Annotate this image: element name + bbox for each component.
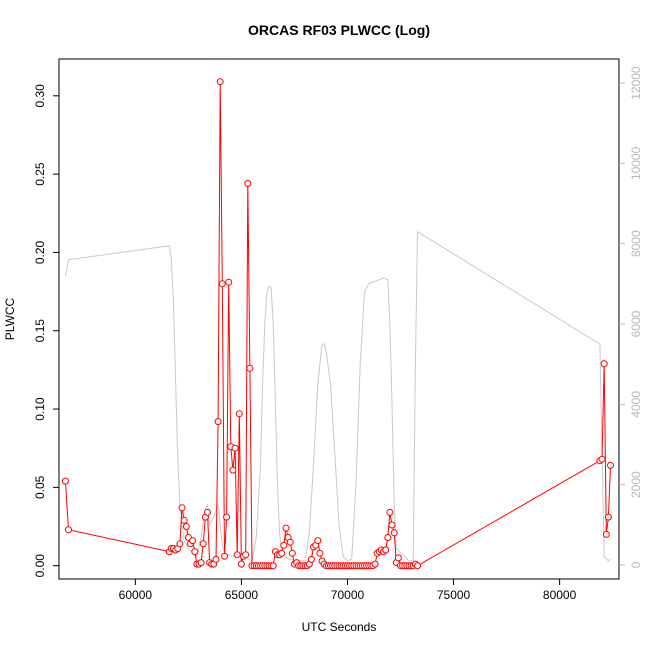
series-line-segment [68,529,170,553]
data-point [307,555,315,563]
x-tick-label: 75000 [437,588,471,602]
data-point [180,516,188,524]
data-point [388,521,396,529]
data-point [371,560,379,568]
series-line-segment [599,363,611,535]
data-point [382,546,390,554]
secondary-series-line [64,230,611,562]
data-point [604,513,612,521]
data-point [602,530,610,538]
y2-tick-label: 2000 [629,471,643,498]
y2-axis: 0 2000 4000 6000 8000 10000 12000 [619,66,643,568]
chart-title: ORCAS RF03 PLWCC (Log) [248,22,430,38]
data-point [282,524,290,532]
data-point [204,508,211,516]
series-line-segment [168,81,418,567]
y-tick-label: 0.15 [33,319,47,343]
y-axis: 0.00 0.05 0.10 0.15 0.20 0.25 0.30 [33,84,59,578]
data-point [278,549,286,557]
data-point [280,541,288,549]
plwcc-series [61,78,614,570]
x-tick-label: 60000 [119,588,153,602]
data-point [231,444,239,452]
x-tick-label: 80000 [543,588,577,602]
data-point [598,455,606,463]
y-tick-label: 0.25 [33,162,47,186]
data-point [235,410,243,418]
series-line-segment [417,460,601,567]
data-point [212,555,220,563]
data-point [233,551,241,559]
x-axis-label: UTC Seconds [302,620,377,634]
data-point [244,180,252,187]
y-tick-label: 0.10 [33,397,47,421]
y2-tick-label: 6000 [629,310,643,337]
data-point [242,551,250,559]
x-tick-label: 70000 [331,588,365,602]
data-point [216,78,224,86]
data-point [178,504,186,512]
data-point [61,477,69,485]
x-axis: 60000 65000 70000 75000 80000 [119,579,577,602]
data-point [246,364,254,372]
data-point [225,278,233,286]
y2-tick-label: 12000 [629,66,643,100]
y2-tick-label: 8000 [629,230,643,257]
series-line-segment [64,481,69,530]
data-point [384,534,392,541]
data-point [197,559,205,567]
data-point [607,461,614,469]
data-point [314,537,322,545]
data-point [237,560,245,568]
data-point [199,540,207,548]
y-axis-label: PLWCC [3,297,17,340]
plot-frame [58,58,620,580]
y2-tick-label: 10000 [629,146,643,180]
data-point [223,513,231,521]
data-point [229,466,237,474]
data-point [221,552,228,560]
y-tick-label: 0.05 [33,475,47,499]
data-point [600,360,608,368]
data-point [394,554,402,562]
data-point [189,537,197,545]
data-point [65,526,72,534]
data-point [218,280,226,288]
data-point [214,418,222,426]
data-point [390,529,398,537]
secondary-series [64,230,611,562]
data-point [176,540,184,548]
y2-tick-label: 4000 [629,391,643,418]
data-point [386,508,394,516]
data-point [269,562,277,570]
y-tick-label: 0.30 [33,84,47,108]
data-point [182,523,190,530]
data-point [288,549,296,557]
y-tick-label: 0.00 [33,554,47,578]
y2-tick-label: 0 [629,561,643,568]
data-point [316,549,324,557]
y-tick-label: 0.20 [33,240,47,264]
data-point [286,538,294,546]
data-point [414,562,421,570]
x-tick-label: 65000 [225,588,259,602]
data-point [191,548,199,556]
